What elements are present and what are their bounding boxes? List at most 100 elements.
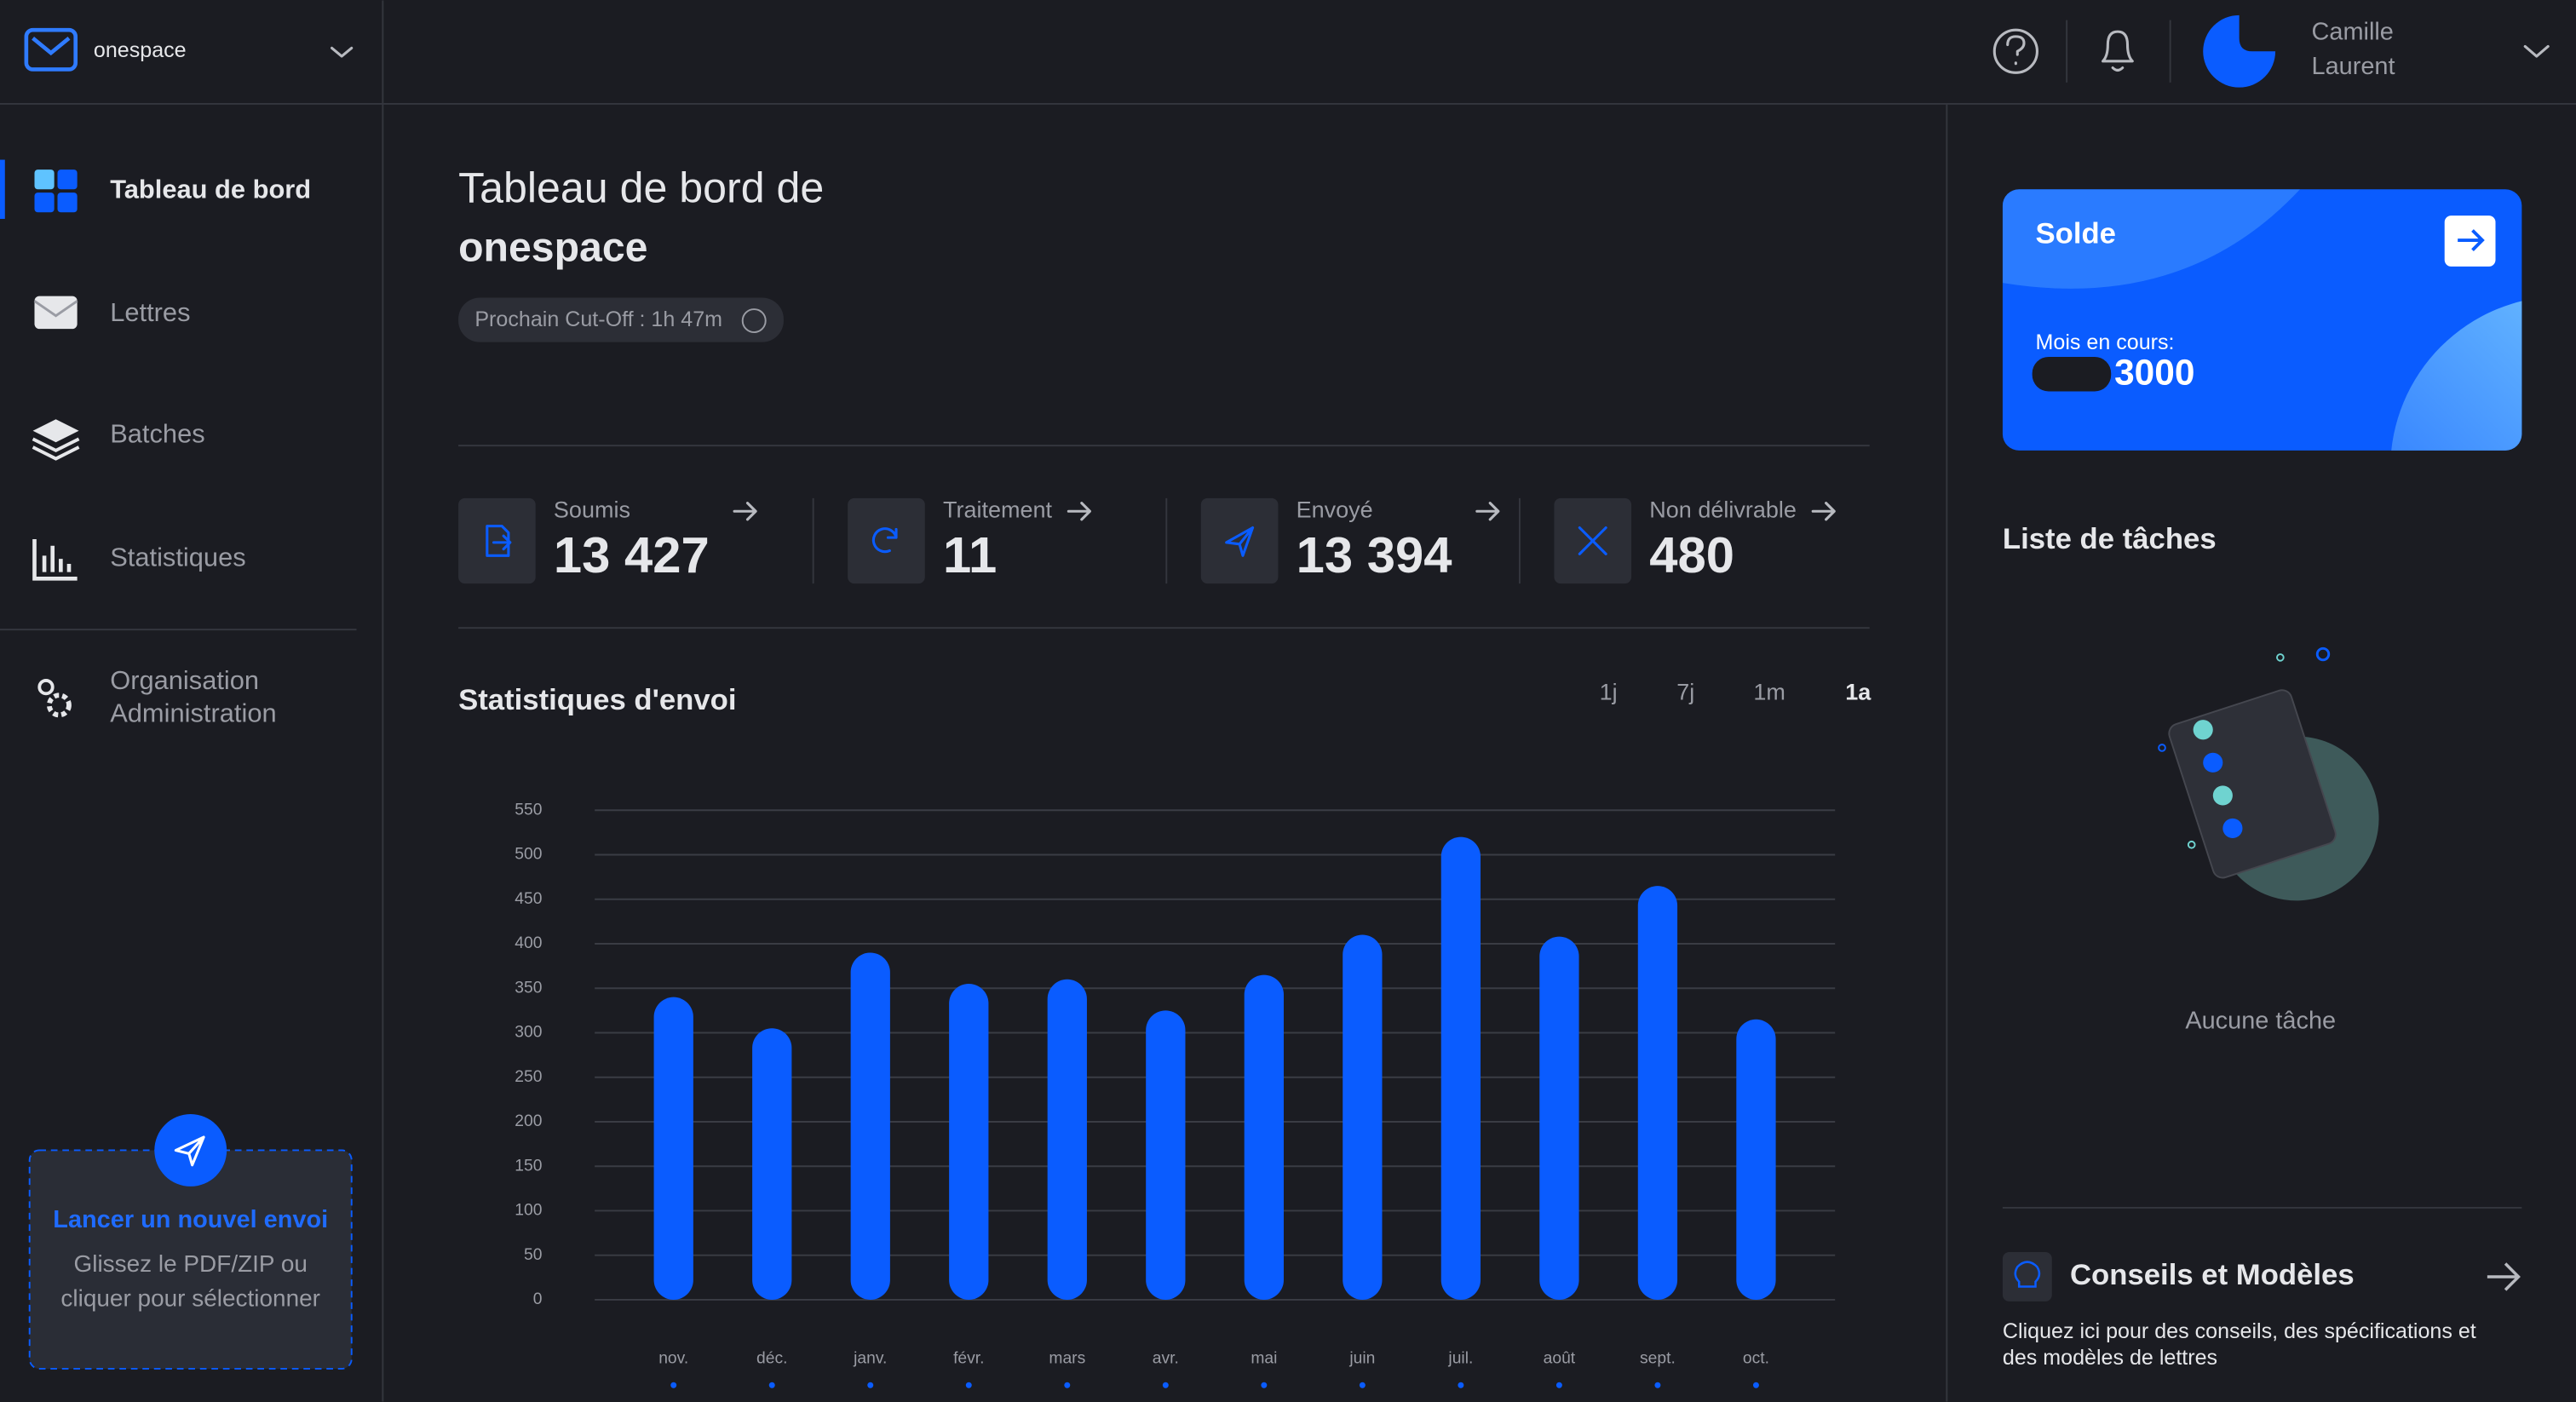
x-tick-label: déc. <box>756 1349 787 1367</box>
nav-item[interactable]: Lettres <box>33 296 191 330</box>
help-icon <box>1992 28 2038 74</box>
nav-label: Batches <box>110 419 204 449</box>
check <box>2212 785 2233 806</box>
stat-arrow <box>1475 502 1500 521</box>
range-option[interactable]: 1m <box>1753 679 1785 704</box>
stat-label: Soumis <box>554 497 630 522</box>
hidden-currency <box>2032 356 2112 392</box>
x-tick-label: avr. <box>1153 1349 1179 1367</box>
stat-icon <box>486 525 512 557</box>
x-tick-dot <box>1162 1382 1169 1388</box>
nav-item[interactable]: Batches <box>32 419 205 461</box>
y-tick-label: 400 <box>515 934 542 952</box>
x-tick-dot <box>1064 1382 1071 1388</box>
check <box>2203 752 2223 773</box>
nav-item[interactable]: Organisation Administration <box>37 665 277 728</box>
active-indicator <box>0 159 5 219</box>
tips-link[interactable]: Conseils et Modèles Cliquez ici pour des… <box>2002 1252 2521 1370</box>
workspace-name: onespace <box>94 38 187 62</box>
icon <box>46 692 72 718</box>
tasks-title: Liste de tâches <box>2003 523 2217 555</box>
y-tick-label: 550 <box>515 801 542 819</box>
x-tick-label: nov. <box>658 1349 688 1367</box>
balance-label: Mois en cours: <box>2036 330 2175 354</box>
range-option[interactable]: 1a <box>1845 679 1872 704</box>
y-tick-label: 150 <box>515 1157 542 1175</box>
x-tick-dot <box>1359 1382 1366 1388</box>
y-tick-label: 300 <box>515 1024 542 1042</box>
bulb-icon <box>2014 1261 2041 1288</box>
x-tick-label: juin <box>1348 1349 1375 1367</box>
bar <box>1539 936 1579 1300</box>
icon <box>34 170 55 190</box>
stat-icon-box <box>848 497 925 584</box>
avatar <box>2203 14 2276 88</box>
x-tick-label: sept. <box>1640 1349 1676 1367</box>
clipboard <box>2168 689 2337 879</box>
help-glyph <box>2006 35 2026 66</box>
user-menu[interactable]: Camille Laurent <box>2203 14 2550 88</box>
y-tick-label: 0 <box>533 1290 543 1308</box>
check <box>2193 720 2213 740</box>
empty-text: Aucune tâche <box>2185 1008 2336 1035</box>
bar <box>1244 974 1284 1300</box>
nav-label: Statistiques <box>110 542 245 572</box>
notifications-button[interactable] <box>2102 30 2134 72</box>
user-last-name: Laurent <box>2312 53 2395 80</box>
icon <box>34 296 78 330</box>
card-decor <box>2002 189 2300 289</box>
decor <box>2276 653 2285 662</box>
upload-dropzone[interactable]: Lancer un nouvel envoi Glissez le PDF/ZI… <box>28 1114 353 1370</box>
cutoff-pill <box>458 297 784 342</box>
stat-card[interactable]: Non délivrable 480 <box>1554 497 1836 584</box>
decor <box>2315 646 2331 662</box>
icon <box>32 539 78 581</box>
cutoff-text: Prochain Cut-Off : 1h 47m <box>474 307 722 331</box>
bar <box>1047 979 1087 1300</box>
stat-value: 480 <box>1649 526 1734 583</box>
bell-icon <box>2102 30 2134 72</box>
logo-mark <box>32 37 71 56</box>
workspace-switcher[interactable]: onespace <box>24 27 354 72</box>
y-tick-label: 250 <box>515 1068 542 1086</box>
nav-label: Lettres <box>110 297 190 327</box>
nav-item[interactable]: Tableau de bord <box>34 170 312 213</box>
y-tick-label: 450 <box>515 890 542 908</box>
nav-item[interactable]: Statistiques <box>32 539 246 581</box>
range-option[interactable]: 7j <box>1676 679 1694 704</box>
help-button[interactable] <box>1992 28 2038 74</box>
bar <box>1736 1019 1776 1300</box>
stat-value: 13 394 <box>1297 526 1452 583</box>
stat-arrow <box>1067 502 1091 521</box>
card-decor <box>2390 296 2522 451</box>
chart-title: Statistiques d'envoi <box>458 684 736 716</box>
stat-label: Non délivrable <box>1649 497 1797 522</box>
bar <box>653 997 693 1300</box>
upload-title: Lancer un nouvel envoi <box>53 1206 328 1233</box>
stat-icon-box <box>1200 497 1279 584</box>
info-icon <box>741 308 767 334</box>
stat-icon <box>1578 526 1607 555</box>
balance-card[interactable]: Solde Mois en cours: 3000 <box>2002 189 2576 641</box>
range-option[interactable]: 1j <box>1600 679 1618 704</box>
tips-icon-box <box>2002 1252 2052 1301</box>
stat-card[interactable]: Traitement 11 <box>848 497 1091 584</box>
stat-card[interactable]: Envoyé 13 394 <box>1200 497 1500 584</box>
y-tick-label: 500 <box>515 846 542 864</box>
chevron <box>2523 44 2550 58</box>
bar <box>1637 886 1678 1300</box>
x-tick-label: oct. <box>1743 1349 1769 1367</box>
arrow-icon <box>2487 1262 2521 1291</box>
x-tick-label: févr. <box>953 1349 984 1367</box>
stat-card[interactable]: Soumis 13 427 <box>458 497 757 584</box>
chart: 0 50 100 150 200 250 300 350 400 450 500 550 nov. déc… <box>515 801 1836 1388</box>
x-tick-label: mars <box>1049 1349 1085 1367</box>
tips-text: des modèles de lettres <box>2003 1346 2217 1370</box>
icon <box>34 192 55 213</box>
x-tick-dot <box>867 1382 874 1388</box>
stat-icon <box>1225 526 1255 557</box>
y-tick-label: 100 <box>515 1202 542 1220</box>
stat-label: Envoyé <box>1297 497 1373 522</box>
y-tick-label: 200 <box>515 1112 542 1130</box>
